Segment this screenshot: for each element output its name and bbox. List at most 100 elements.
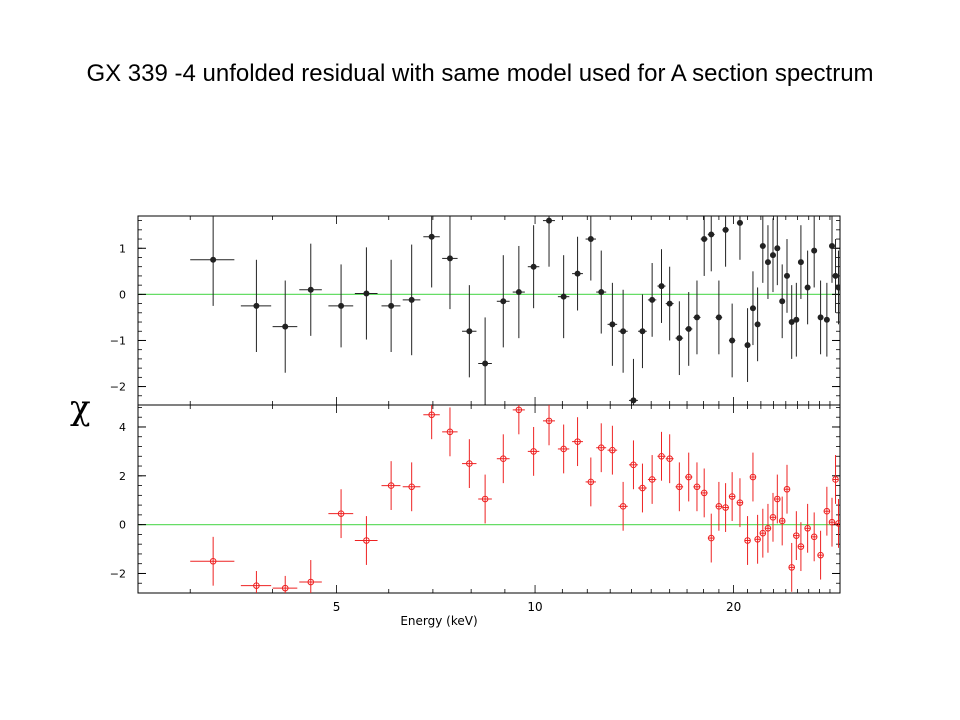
panel-frame (137, 404, 841, 594)
data-point (240, 259, 272, 352)
data-point (754, 287, 761, 362)
data-point (478, 317, 492, 405)
data-point (823, 282, 830, 357)
data-point (478, 474, 492, 524)
data-point (722, 483, 729, 532)
data-point (618, 481, 628, 531)
data-point (442, 407, 458, 457)
data-point (700, 216, 708, 276)
data-point (512, 245, 525, 339)
data-point (707, 216, 715, 272)
data-point (832, 239, 839, 313)
data-point (442, 216, 458, 310)
y-tick-label: 4 (119, 421, 126, 434)
data-point (585, 216, 596, 281)
data-point (542, 216, 555, 267)
data-point (675, 301, 684, 376)
panel-frame (137, 215, 841, 406)
data-point (240, 571, 272, 593)
data-point (783, 239, 790, 313)
data-point (700, 468, 708, 518)
data-series (190, 216, 840, 405)
data-point (596, 423, 607, 473)
data-point (715, 481, 723, 531)
data-point (749, 271, 756, 346)
data-point (462, 439, 477, 489)
data-point (657, 431, 666, 481)
y-tick-label: −2 (110, 567, 126, 580)
data-point (835, 250, 840, 325)
data-point (764, 225, 771, 299)
data-point (736, 478, 744, 528)
data-point (793, 511, 800, 561)
data-point (638, 463, 647, 513)
data-point (402, 244, 421, 356)
data-point (783, 464, 791, 514)
data-point (707, 513, 715, 563)
data-point (779, 264, 786, 339)
data-point (728, 472, 736, 521)
x-tick-label: 5 (333, 600, 341, 614)
y-tick-label: 0 (119, 288, 126, 301)
data-point (462, 285, 477, 378)
y-tick-label: 1 (119, 242, 126, 255)
data-point (647, 455, 657, 504)
data-point (715, 280, 723, 355)
data-point (810, 512, 818, 562)
data-point (665, 434, 674, 484)
data-point (190, 536, 235, 586)
data-point (722, 216, 729, 267)
y-axis-label: χ (70, 388, 91, 428)
data-point (754, 514, 761, 564)
data-point (542, 405, 555, 446)
x-tick-label: 20 (726, 600, 741, 614)
data-point (423, 405, 440, 440)
data-point (618, 289, 628, 373)
data-point (817, 280, 824, 355)
chart-title: GX 339 -4 unfolded residual with same mo… (86, 60, 874, 87)
data-point (788, 542, 796, 592)
data-point (804, 503, 811, 553)
data-point (657, 249, 666, 323)
data-point (774, 216, 781, 286)
data-point (607, 282, 618, 366)
data-point (527, 426, 540, 476)
x-tick-label: 10 (527, 600, 542, 614)
data-point (769, 218, 776, 293)
data-point (628, 440, 638, 490)
data-point (828, 216, 835, 283)
data-point (817, 530, 824, 580)
data-point (328, 264, 354, 348)
data-point (527, 225, 540, 309)
data-point (557, 255, 570, 339)
data-point (299, 560, 322, 593)
data-point (512, 405, 525, 435)
data-point (572, 236, 583, 311)
data-point (693, 280, 701, 355)
data-point (828, 497, 836, 547)
data-point (381, 259, 401, 352)
data-point (774, 474, 781, 524)
data-point (804, 250, 811, 325)
data-point (402, 462, 421, 512)
data-point (736, 216, 744, 260)
data-point (628, 358, 638, 405)
data-point (759, 216, 766, 283)
data-point (778, 496, 786, 546)
data-point (797, 522, 805, 572)
x-axis-label: Energy (keV) (400, 614, 477, 628)
data-point (299, 243, 322, 336)
data-point (585, 457, 596, 507)
data-point (496, 434, 510, 484)
data-point (423, 216, 440, 288)
data-point (693, 462, 701, 512)
data-point (744, 516, 751, 565)
data-point (647, 263, 657, 337)
y-tick-label: −2 (110, 381, 126, 394)
y-tick-label: −1 (110, 334, 126, 347)
data-point (557, 424, 570, 474)
data-point (665, 266, 674, 341)
data-point (354, 516, 378, 565)
data-point (823, 486, 831, 536)
